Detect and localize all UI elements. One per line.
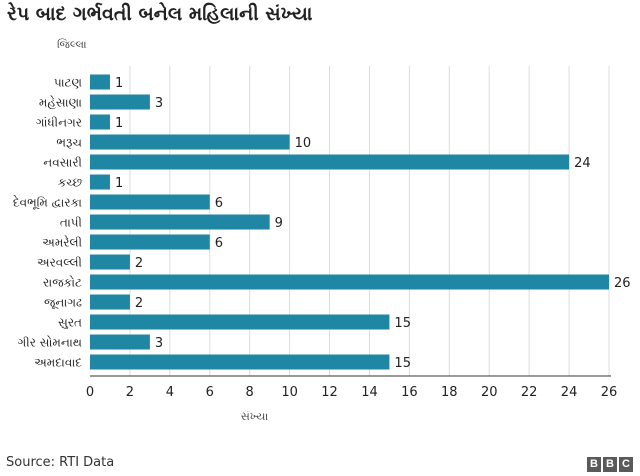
x-tick-label: 6 xyxy=(206,385,214,400)
value-label: 3 xyxy=(155,336,163,351)
y-axis-title: જિલ્લા xyxy=(57,38,87,51)
category-label: અરવલ્લી xyxy=(37,256,82,270)
category-label: રાજકોટ xyxy=(43,276,82,290)
value-label: 1 xyxy=(115,76,123,91)
category-label: અમરેલી xyxy=(42,235,82,249)
bar xyxy=(90,114,110,130)
category-label: ગીર સોમનાથ xyxy=(18,336,83,350)
value-label: 6 xyxy=(215,236,223,251)
x-tick-label: 24 xyxy=(561,385,578,400)
value-label: 15 xyxy=(394,316,411,331)
bar xyxy=(90,234,210,250)
category-label: મહેસાણા xyxy=(39,95,82,109)
logo-letter: B xyxy=(603,457,617,472)
x-tick-label: 10 xyxy=(281,385,298,400)
x-axis-title: સંખ્યા xyxy=(241,410,269,423)
category-label: કચ્છ xyxy=(58,176,82,190)
bar xyxy=(90,354,390,370)
category-label: ગાંધીનગર xyxy=(36,116,82,130)
value-label: 26 xyxy=(614,276,631,291)
value-label: 15 xyxy=(394,356,411,371)
category-label: દેવભૂમિ દ્વારકા xyxy=(12,195,82,211)
value-label: 2 xyxy=(135,296,143,311)
bar xyxy=(90,274,609,290)
x-tick-label: 8 xyxy=(246,385,254,400)
bar xyxy=(90,74,110,90)
category-label: અમદાવાદ xyxy=(34,356,82,370)
value-label: 6 xyxy=(215,196,223,211)
category-label: નવસારી xyxy=(43,156,82,170)
bar xyxy=(90,134,290,150)
value-label: 1 xyxy=(115,116,123,131)
bar xyxy=(90,154,570,170)
bar xyxy=(90,214,270,230)
bar xyxy=(90,174,110,190)
bar xyxy=(90,294,130,310)
value-label: 2 xyxy=(135,256,143,271)
value-label: 24 xyxy=(574,156,591,171)
x-tick-label: 20 xyxy=(481,385,498,400)
labels: 0 2 4 6 8 10 12 14 16 18 20 22 24 26પાટણ 1મહેસાણા 3ગાંધ… xyxy=(12,76,630,401)
x-tick-label: 26 xyxy=(601,385,618,400)
x-tick-label: 2 xyxy=(126,385,134,400)
bar xyxy=(90,194,210,210)
x-tick-label: 16 xyxy=(401,385,418,400)
category-label: જૂનાગઢ xyxy=(44,296,82,311)
chart-title: રેપ બાદ ગર્ભવતી બનેલ મહિલાની સંખ્યા xyxy=(7,3,313,25)
category-label: તાપી xyxy=(60,216,82,230)
source-note: Source: RTI Data xyxy=(6,455,115,470)
bbc-logo: B B C xyxy=(587,457,633,472)
logo-letter: C xyxy=(619,457,633,472)
bar-chart: 0 2 4 6 8 10 12 14 16 18 20 22 24 26પાટણ 1મહેસાણા 3ગાંધ… xyxy=(12,66,631,423)
bar xyxy=(90,94,150,110)
x-tick-label: 18 xyxy=(441,385,458,400)
x-tick-label: 12 xyxy=(321,385,338,400)
x-tick-label: 22 xyxy=(521,385,538,400)
x-tick-label: 14 xyxy=(361,385,378,400)
value-label: 10 xyxy=(295,136,312,151)
value-label: 3 xyxy=(155,96,163,111)
bars xyxy=(90,74,609,370)
bar xyxy=(90,314,390,330)
category-label: ભરૂચ xyxy=(56,136,82,150)
category-label: પાટણ xyxy=(54,76,82,90)
category-label: સુરત xyxy=(58,316,82,330)
value-label: 9 xyxy=(275,216,283,231)
x-tick-label: 4 xyxy=(166,385,174,400)
x-tick-label: 0 xyxy=(86,385,94,400)
bar xyxy=(90,334,150,350)
bar xyxy=(90,254,130,270)
value-label: 1 xyxy=(115,176,123,191)
logo-letter: B xyxy=(587,457,601,472)
